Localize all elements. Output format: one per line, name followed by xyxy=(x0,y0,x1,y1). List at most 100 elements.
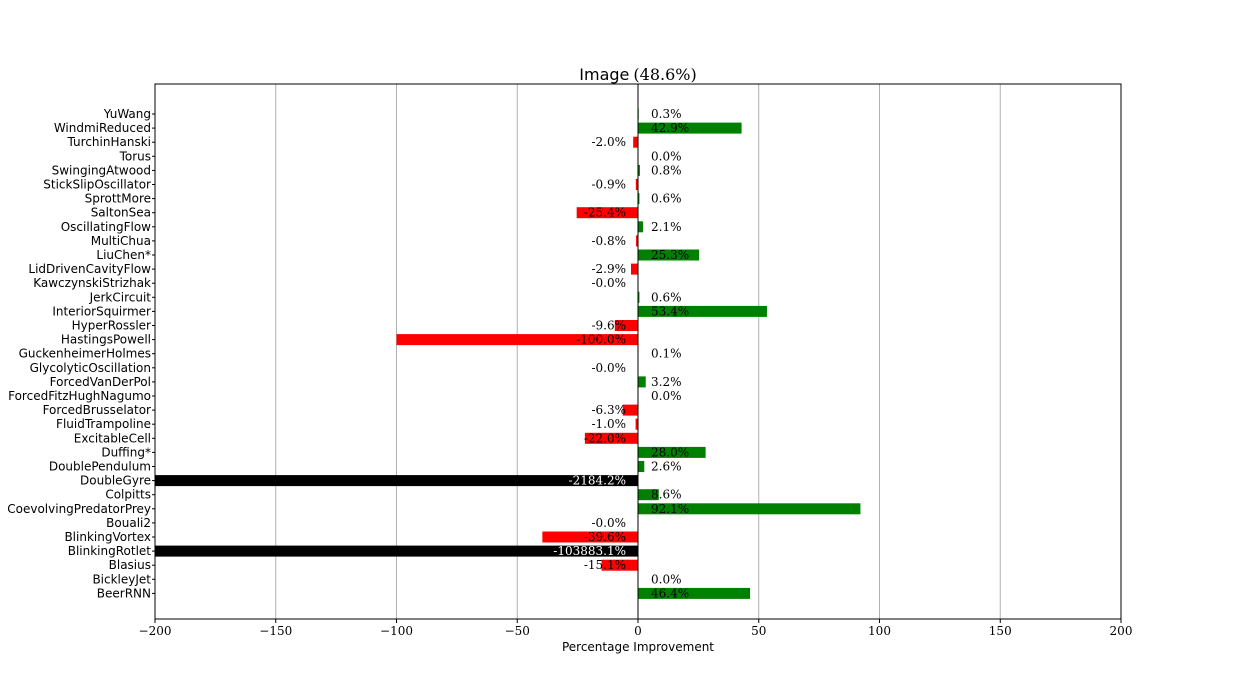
value-label: -22.0% xyxy=(584,431,626,445)
bar xyxy=(638,489,659,501)
bar xyxy=(630,263,638,275)
category-label: LiuChen* xyxy=(96,248,151,262)
category-label: BlinkingRotlet xyxy=(68,544,152,558)
category-label: BlinkingVortex xyxy=(64,530,151,544)
category-label: BeerRNN xyxy=(97,586,151,600)
x-tick-labels: −200 −150 −100 −50 0 50 100 150 200 xyxy=(139,619,1133,638)
bar xyxy=(638,291,640,303)
value-label: 0.6% xyxy=(651,290,682,304)
value-label: -0.0% xyxy=(591,516,626,530)
category-label: Duffing* xyxy=(101,445,151,459)
value-label: -0.0% xyxy=(591,276,626,290)
value-label: -103883.1% xyxy=(553,544,626,558)
category-label: Torus xyxy=(119,149,151,163)
bar xyxy=(638,305,767,317)
category-label: FluidTrampoline xyxy=(56,417,151,431)
category-label: ForcedBrusselator xyxy=(43,403,151,417)
value-label: -0.9% xyxy=(591,178,626,192)
category-labels: YuWangWindmiReducedTurchinHanskiTorusSwi… xyxy=(7,107,155,600)
value-label: 2.6% xyxy=(651,460,682,474)
value-label: -2.9% xyxy=(591,262,626,276)
x-tick-label: −50 xyxy=(505,624,530,638)
category-label: KawczynskiStrizhak xyxy=(33,276,151,290)
value-label: -0.0% xyxy=(591,361,626,375)
category-label: JerkCircuit xyxy=(89,290,152,304)
category-label: MultiChua xyxy=(91,234,151,248)
bar xyxy=(576,207,638,219)
bar xyxy=(601,559,638,571)
bar xyxy=(614,320,638,331)
category-label: GuckenheimerHolmes xyxy=(19,347,151,361)
bar xyxy=(635,179,638,190)
value-label: 2.1% xyxy=(651,220,682,234)
category-label: Bouali2 xyxy=(106,516,151,530)
category-label: InteriorSquirmer xyxy=(52,304,151,318)
bar xyxy=(155,475,638,487)
value-label: 53.4% xyxy=(651,304,689,318)
value-label: 46.4% xyxy=(651,586,689,600)
value-label: 8.6% xyxy=(651,488,682,502)
bar xyxy=(636,235,638,247)
value-label: -100.0% xyxy=(576,333,626,347)
bar xyxy=(638,193,640,205)
value-label: -2.0% xyxy=(591,135,626,149)
category-label: GlycolyticOscillation xyxy=(30,361,151,375)
value-label: 0.0% xyxy=(651,572,682,586)
value-label: -0.8% xyxy=(591,234,626,248)
category-label: Blasius xyxy=(109,558,151,572)
category-label: YuWang xyxy=(103,107,151,121)
category-label: DoubleGyre xyxy=(80,474,151,488)
category-label: HastingsPowell xyxy=(61,333,151,347)
bar xyxy=(638,249,700,261)
bar xyxy=(584,432,638,444)
bar xyxy=(638,376,646,388)
category-label: DoublePendulum xyxy=(49,460,151,474)
bar xyxy=(622,404,638,416)
bar xyxy=(542,531,638,543)
x-tick-label: 150 xyxy=(989,624,1012,638)
category-label: HyperRossler xyxy=(72,319,151,333)
category-label: SprottMore xyxy=(85,192,151,206)
bar xyxy=(396,334,638,346)
category-label: Colpitts xyxy=(105,488,151,502)
category-label: BickleyJet xyxy=(92,572,151,586)
value-label: -9.6% xyxy=(591,319,626,333)
value-label: 0.1% xyxy=(651,347,682,361)
value-labels: 0.3%42.9%-2.0%0.0%0.8%-0.9%0.6%-25.4%2.1… xyxy=(553,107,689,600)
value-label: 0.8% xyxy=(651,163,682,177)
bar xyxy=(638,587,751,599)
x-tick-label: −200 xyxy=(139,624,172,638)
bar xyxy=(638,503,861,515)
category-label: CoevolvingPredatorPrey xyxy=(7,502,151,516)
bar xyxy=(635,418,638,430)
category-label: SaltonSea xyxy=(91,206,151,220)
bar xyxy=(633,136,638,148)
x-tick-label: 200 xyxy=(1110,624,1133,638)
x-tick-label: −150 xyxy=(259,624,292,638)
value-label: 92.1% xyxy=(651,502,689,516)
value-label: -39.6% xyxy=(584,530,626,544)
value-label: 3.2% xyxy=(651,375,682,389)
bar xyxy=(638,122,742,134)
value-label: -6.3% xyxy=(591,403,626,417)
bar xyxy=(638,221,644,233)
x-tick-label: 50 xyxy=(751,624,766,638)
x-axis-label: Percentage Improvement xyxy=(562,640,714,654)
x-tick-label: 0 xyxy=(634,624,642,638)
value-label: -15.1% xyxy=(584,558,626,572)
value-label: 0.6% xyxy=(651,192,682,206)
category-label: TurchinHanski xyxy=(67,135,151,149)
value-label: 0.3% xyxy=(651,107,682,121)
category-label: OscillatingFlow xyxy=(61,220,151,234)
category-label: WindmiReduced xyxy=(54,121,151,135)
bar xyxy=(638,164,640,176)
value-label: 28.0% xyxy=(651,445,689,459)
bar xyxy=(638,461,645,472)
bar xyxy=(155,545,638,557)
value-label: 0.0% xyxy=(651,389,682,403)
category-label: StickSlipOscillator xyxy=(43,178,151,192)
chart-title: Image (48.6%) xyxy=(579,65,696,84)
value-label: 25.3% xyxy=(651,248,689,262)
value-label: 0.0% xyxy=(651,149,682,163)
